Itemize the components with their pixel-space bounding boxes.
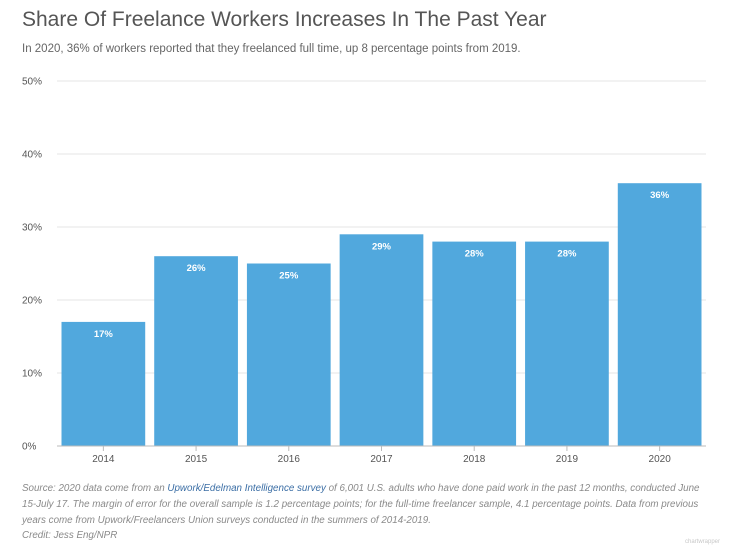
bar-2015 [154, 256, 238, 446]
chart-subtitle: In 2020, 36% of workers reported that th… [22, 43, 521, 55]
source-prefix: Source: 2020 data come from an [22, 483, 168, 494]
bar-2017 [339, 234, 424, 446]
bar-2019 [525, 241, 609, 446]
x-tick-label-2018: 2018 [463, 454, 486, 465]
bar-2018 [432, 241, 517, 446]
y-tick-label-20: 20% [22, 296, 42, 307]
bar-2014 [61, 321, 146, 446]
source-rest: of 6,001 U.S. adults who have done paid … [22, 483, 700, 526]
y-tick-label-30: 30% [22, 223, 42, 234]
y-tick-label-0: 0% [22, 442, 37, 453]
data-label-2017: 29% [372, 241, 392, 252]
data-label-2019: 28% [557, 249, 577, 260]
bar-chart: 17% 26% 25% 29% 28% 28% 36% 0% 10% 20% 30% 40% 50% 2… [22, 77, 706, 465]
x-tick-label-2017: 2017 [370, 454, 393, 465]
y-tick-label-50: 50% [22, 77, 42, 88]
source-note: Source: 2020 data come from an Upwork/Ed… [22, 481, 712, 529]
bar-2016 [246, 263, 331, 446]
y-tick-label-10: 10% [22, 369, 42, 380]
x-tick-label-2019: 2019 [556, 454, 579, 465]
data-label-2015: 26% [187, 263, 207, 274]
y-tick-label-40: 40% [22, 150, 42, 161]
x-tick-label-2015: 2015 [185, 454, 208, 465]
x-tick-label-2016: 2016 [278, 454, 301, 465]
data-label-2014: 17% [94, 329, 114, 340]
credit-line: Credit: Jess Eng/NPR [22, 530, 118, 541]
data-label-2016: 25% [279, 271, 299, 282]
watermark: chartwrapper [684, 539, 720, 545]
data-label-2020: 36% [650, 190, 670, 201]
axes: 0% 10% 20% 30% 40% 50% 2014 2015 2016 2017 2018 201… [22, 77, 706, 465]
bars: 17% 26% 25% 29% 28% 28% 36% [61, 183, 702, 446]
data-label-2018: 28% [465, 249, 485, 260]
bar-2020 [617, 183, 702, 446]
source-survey-link[interactable]: Upwork/Edelman Intelligence survey [167, 483, 326, 494]
chart-title: Share Of Freelance Workers Increases In … [22, 8, 547, 31]
x-tick-label-2020: 2020 [649, 454, 672, 465]
x-tick-label-2014: 2014 [92, 454, 115, 465]
